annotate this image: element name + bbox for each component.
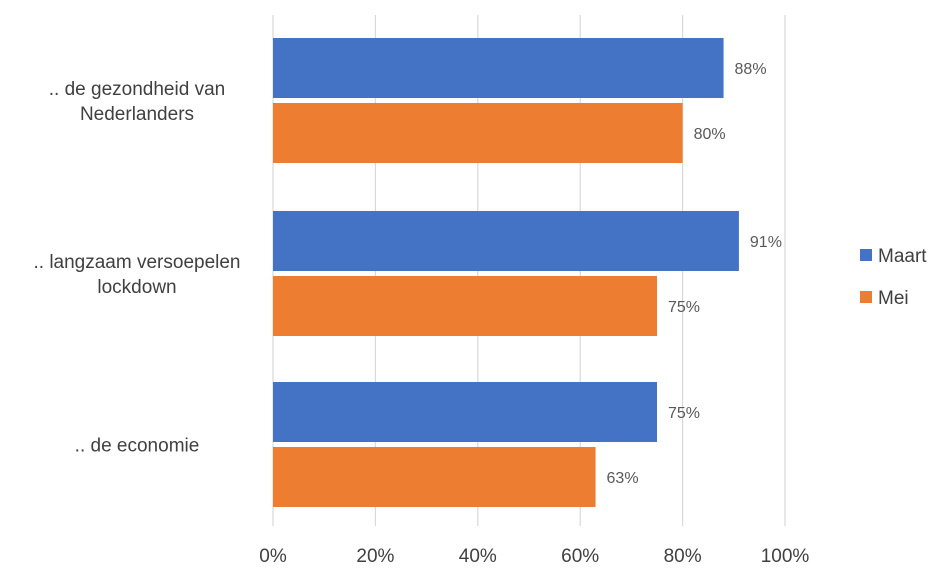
bar-mei xyxy=(273,276,657,336)
bars xyxy=(273,38,739,507)
data-label: 88% xyxy=(735,61,767,78)
category-label-line: .. langzaam versoepelen xyxy=(33,252,240,273)
data-labels: 88% 80% 91% 75% 75% 63% xyxy=(607,61,782,487)
category-label-line: .. de economie xyxy=(75,436,200,457)
data-label: 91% xyxy=(750,234,782,251)
data-label: 80% xyxy=(694,126,726,143)
category-label: .. de gezondheid van Nederlanders xyxy=(49,79,225,125)
data-label: 75% xyxy=(668,405,700,422)
category-label: .. de economie xyxy=(75,436,200,457)
legend-swatch-mei xyxy=(860,291,872,303)
x-axis-tick-labels: 0% 20% 40% 60% 80% 100% xyxy=(259,546,809,567)
x-tick-label: 40% xyxy=(459,546,497,567)
data-label: 75% xyxy=(668,299,700,316)
bar-maart xyxy=(273,211,739,271)
legend-label-mei: Mei xyxy=(878,288,909,309)
x-tick-label: 20% xyxy=(356,546,394,567)
legend-label-maart: Maart xyxy=(878,246,927,267)
x-tick-label: 0% xyxy=(259,546,287,567)
legend-swatch-maart xyxy=(860,249,872,261)
category-label-line: Nederlanders xyxy=(80,104,194,125)
legend: Maart Mei xyxy=(860,246,927,309)
category-label: .. langzaam versoepelen lockdown xyxy=(33,252,240,298)
x-tick-label: 60% xyxy=(561,546,599,567)
x-tick-label: 100% xyxy=(761,546,810,567)
data-label: 63% xyxy=(607,470,639,487)
category-labels: .. de gezondheid van Nederlanders .. langz… xyxy=(33,79,240,457)
category-label-line: lockdown xyxy=(97,277,176,298)
bar-mei xyxy=(273,447,596,507)
bar-maart xyxy=(273,38,724,98)
category-label-line: .. de gezondheid van xyxy=(49,79,225,100)
bar-mei xyxy=(273,103,683,163)
x-tick-label: 80% xyxy=(664,546,702,567)
bar-maart xyxy=(273,382,657,442)
